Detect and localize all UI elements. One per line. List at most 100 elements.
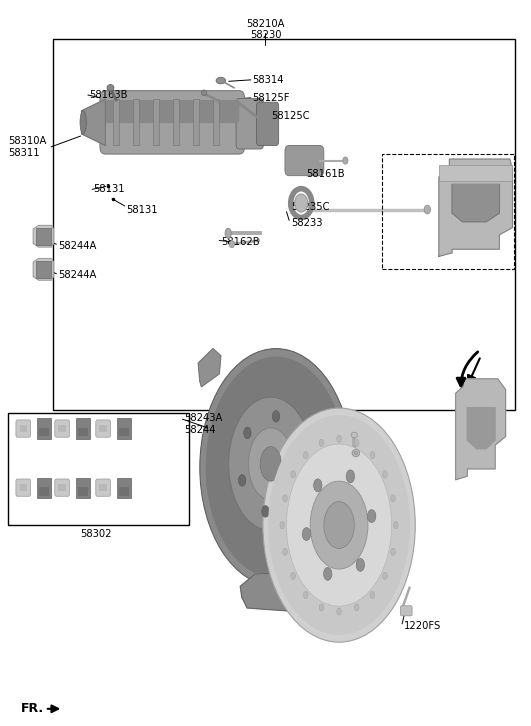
Ellipse shape	[383, 470, 387, 478]
Text: 58131: 58131	[93, 184, 125, 195]
Ellipse shape	[354, 604, 359, 611]
Ellipse shape	[351, 432, 357, 438]
Text: 58244A: 58244A	[58, 240, 96, 250]
Ellipse shape	[302, 528, 311, 541]
Text: 58244A: 58244A	[58, 270, 96, 280]
Ellipse shape	[314, 479, 322, 492]
Text: 58131: 58131	[126, 205, 158, 216]
Ellipse shape	[323, 567, 332, 580]
Bar	[37, 418, 50, 439]
Bar	[119, 487, 130, 496]
Ellipse shape	[291, 572, 296, 579]
Polygon shape	[33, 258, 53, 280]
FancyBboxPatch shape	[100, 91, 244, 154]
Polygon shape	[456, 379, 506, 480]
Ellipse shape	[391, 548, 396, 555]
FancyBboxPatch shape	[16, 420, 31, 437]
Ellipse shape	[393, 521, 398, 529]
Ellipse shape	[282, 548, 287, 555]
Bar	[20, 484, 27, 492]
Ellipse shape	[296, 441, 303, 453]
Ellipse shape	[303, 592, 308, 599]
Bar	[53, 38, 515, 410]
Ellipse shape	[424, 205, 431, 214]
Ellipse shape	[287, 444, 391, 606]
FancyBboxPatch shape	[55, 420, 70, 437]
Ellipse shape	[268, 415, 410, 635]
Ellipse shape	[225, 228, 232, 238]
FancyBboxPatch shape	[105, 100, 239, 123]
Ellipse shape	[356, 558, 365, 571]
Text: 58161B: 58161B	[306, 168, 345, 179]
Text: 58411B: 58411B	[314, 465, 353, 475]
Ellipse shape	[291, 470, 296, 478]
Bar	[193, 99, 199, 145]
Ellipse shape	[354, 439, 359, 446]
Bar	[99, 484, 107, 492]
Bar	[37, 478, 50, 498]
Ellipse shape	[346, 470, 355, 483]
Ellipse shape	[205, 356, 346, 579]
Bar	[37, 261, 51, 278]
Bar	[153, 99, 159, 145]
Bar	[382, 154, 513, 269]
FancyBboxPatch shape	[400, 605, 412, 616]
Ellipse shape	[370, 452, 375, 459]
FancyBboxPatch shape	[96, 479, 110, 497]
Ellipse shape	[303, 452, 308, 459]
Text: 58210A
58230: 58210A 58230	[246, 19, 285, 40]
Ellipse shape	[200, 348, 352, 587]
Bar	[113, 99, 119, 145]
Text: 1351JD: 1351JD	[328, 441, 364, 451]
Ellipse shape	[337, 608, 341, 615]
Ellipse shape	[249, 428, 293, 500]
Polygon shape	[33, 225, 53, 247]
Bar	[39, 487, 49, 496]
Ellipse shape	[310, 481, 368, 569]
Text: 1220FS: 1220FS	[404, 621, 441, 631]
Polygon shape	[198, 348, 221, 387]
Bar	[133, 99, 140, 145]
Ellipse shape	[238, 475, 246, 486]
FancyBboxPatch shape	[96, 420, 110, 437]
FancyBboxPatch shape	[285, 145, 324, 176]
Ellipse shape	[370, 592, 375, 599]
Ellipse shape	[260, 446, 281, 481]
Text: 58233: 58233	[290, 218, 322, 227]
Bar	[213, 99, 219, 145]
Text: 58163B: 58163B	[90, 90, 128, 100]
Ellipse shape	[383, 572, 387, 579]
Ellipse shape	[342, 157, 348, 164]
Polygon shape	[82, 99, 105, 145]
Ellipse shape	[367, 510, 376, 523]
Ellipse shape	[80, 111, 87, 134]
Bar	[20, 425, 27, 432]
Ellipse shape	[352, 449, 359, 457]
Ellipse shape	[201, 90, 207, 96]
Bar	[76, 418, 90, 439]
Text: 58235C: 58235C	[290, 203, 329, 213]
Polygon shape	[241, 572, 307, 611]
Ellipse shape	[324, 502, 354, 549]
Bar	[99, 425, 107, 432]
FancyBboxPatch shape	[16, 479, 31, 497]
Ellipse shape	[262, 505, 269, 517]
Bar	[58, 425, 66, 432]
Text: 58243A
58244: 58243A 58244	[184, 413, 222, 435]
FancyBboxPatch shape	[236, 99, 263, 149]
Text: 58314: 58314	[252, 75, 284, 85]
Bar	[37, 227, 51, 245]
Ellipse shape	[229, 397, 313, 531]
FancyBboxPatch shape	[256, 102, 279, 145]
Text: 58302: 58302	[81, 529, 112, 539]
Ellipse shape	[290, 489, 298, 501]
Ellipse shape	[272, 411, 280, 422]
Text: 58310A
58311: 58310A 58311	[8, 136, 46, 158]
Polygon shape	[439, 159, 512, 256]
Ellipse shape	[107, 84, 114, 91]
Bar	[58, 484, 66, 492]
Ellipse shape	[319, 604, 324, 611]
Bar	[117, 478, 131, 498]
Bar	[439, 165, 512, 181]
Text: 51711: 51711	[317, 415, 349, 424]
